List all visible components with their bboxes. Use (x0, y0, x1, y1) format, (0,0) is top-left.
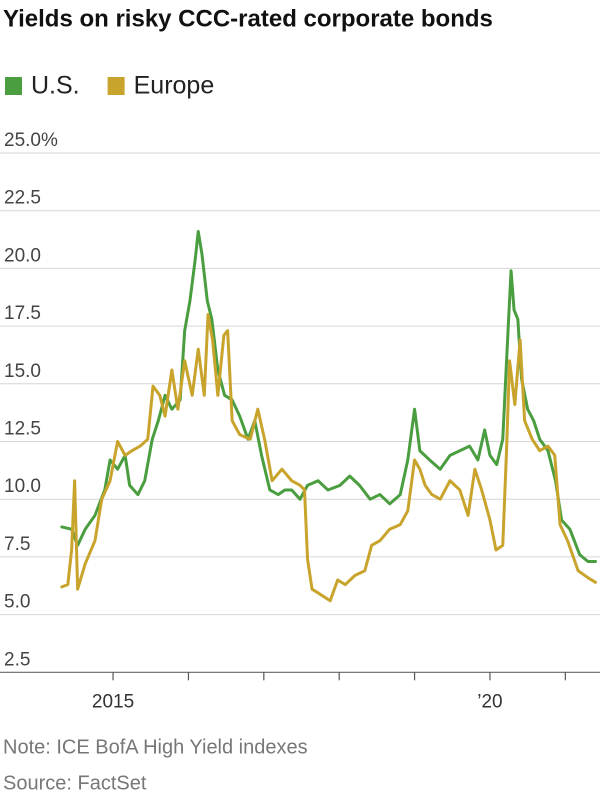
x-tick-label: ’20 (477, 691, 502, 712)
x-tick-label: 2015 (92, 691, 134, 712)
legend-label: Europe (134, 72, 215, 100)
y-tick-label: 17.5 (4, 303, 41, 324)
legend-label: U.S. (31, 72, 80, 100)
y-tick-label: 5.0 (4, 592, 30, 613)
y-tick-label: 12.5 (4, 419, 41, 440)
grid: 2.5 5.0 7.5 10.0 12.5 15.0 17.5 20.0 22.5 25.0% 20… (0, 130, 600, 712)
series-line (60, 229, 597, 564)
legend-swatch (107, 77, 125, 95)
y-tick-label: 15.0 (4, 361, 41, 382)
source: Source: FactSet (3, 772, 147, 794)
y-tick-label: 10.0 (4, 476, 41, 497)
y-tick-label: 2.5 (4, 649, 30, 670)
y-tick-label: 7.5 (4, 534, 30, 555)
series-line (60, 313, 597, 603)
y-tick-label: 22.5 (4, 188, 41, 209)
y-tick-label: 25.0% (4, 130, 58, 151)
y-tick-label: 20.0 (4, 245, 41, 266)
legend-swatch (5, 77, 22, 95)
note: Note: ICE BofA High Yield indexes (3, 736, 308, 758)
legend: U.S. Europe (5, 72, 214, 100)
chart-title: Yields on risky CCC-rated corporate bond… (3, 5, 493, 32)
plot-lines (60, 229, 597, 603)
